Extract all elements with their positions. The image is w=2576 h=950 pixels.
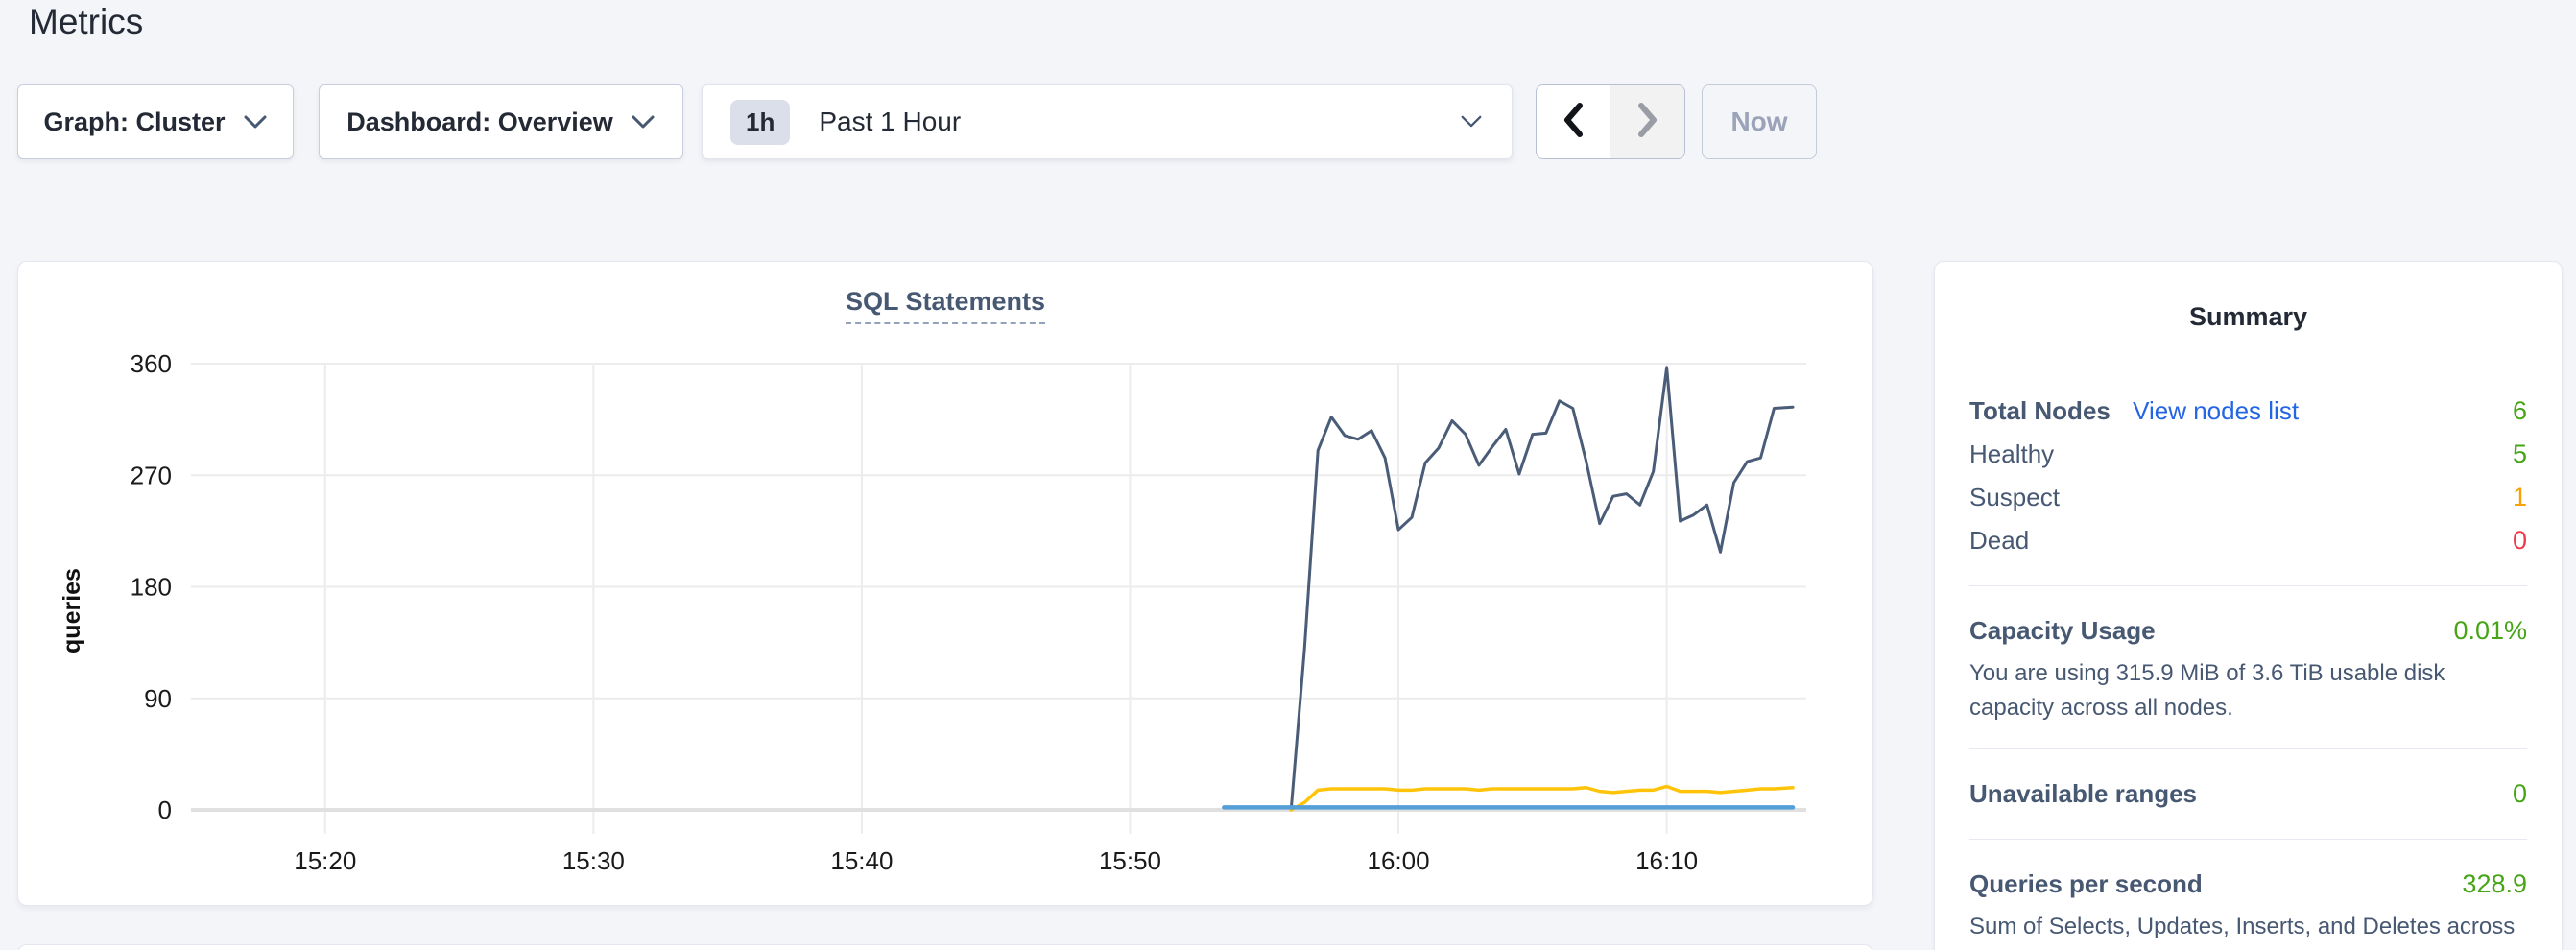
capacity-usage-description: You are using 315.9 MiB of 3.6 TiB usabl… <box>1969 660 2445 721</box>
dead-nodes-row: Dead 0 <box>1969 519 2527 562</box>
shift-backward-button[interactable] <box>1537 85 1610 158</box>
y-tick-label: 180 <box>131 573 172 602</box>
graph-scope-label: Graph: Cluster <box>43 107 226 136</box>
y-tick-label: 0 <box>158 796 172 824</box>
x-tick-label: 15:50 <box>1099 846 1161 875</box>
total-nodes-value: 6 <box>2512 396 2527 425</box>
summary-panel: Summary Total Nodes View nodes list 6 He… <box>1934 261 2563 950</box>
sql-statements-card: SQL Statements 15:20 15:30 15:40 15:50 16:00… <box>17 261 1873 906</box>
chevron-down-icon <box>243 114 268 130</box>
view-nodes-list-link[interactable]: View nodes list <box>2133 396 2300 425</box>
healthy-nodes-row: Healthy 5 <box>1969 433 2527 476</box>
healthy-label: Healthy <box>1969 439 2055 468</box>
queries-per-second-row: Queries per second 328.9 <box>1969 863 2527 906</box>
summary-title: Summary <box>2188 302 2308 331</box>
divider <box>1969 748 2527 749</box>
chevron-right-icon <box>1636 102 1659 142</box>
time-shift-control <box>1536 84 1685 159</box>
time-window-badge: 1h <box>730 99 791 145</box>
chart-title-text[interactable]: SQL Statements <box>845 287 1046 324</box>
next-chart-card <box>17 944 1873 950</box>
sql-statements-chart[interactable]: 15:20 15:30 15:40 15:50 16:00 16:10 0 90 180 270 3… <box>18 262 1872 905</box>
total-nodes-label: Total Nodes <box>1969 396 2111 425</box>
suspect-value: 1 <box>2512 483 2527 511</box>
queries-per-second-label: Queries per second <box>1969 869 2203 898</box>
divider <box>1969 585 2527 586</box>
x-tick-label: 16:00 <box>1368 846 1430 875</box>
dead-label: Dead <box>1969 526 2030 555</box>
x-tick-label: 15:40 <box>830 846 893 875</box>
graph-scope-dropdown[interactable]: Graph: Cluster <box>17 84 294 159</box>
dashboard-label: Dashboard: Overview <box>346 107 613 136</box>
time-window-label: Past 1 Hour <box>819 107 962 136</box>
capacity-usage-value: 0.01% <box>2453 616 2527 645</box>
x-tick-label: 16:10 <box>1635 846 1698 875</box>
capacity-usage-label: Capacity Usage <box>1969 616 2156 645</box>
y-tick-label: 360 <box>131 349 172 378</box>
now-button[interactable]: Now <box>1702 84 1817 159</box>
suspect-nodes-row: Suspect 1 <box>1969 476 2527 519</box>
queries-per-second-value: 328.9 <box>2462 869 2527 898</box>
page-title: Metrics <box>29 2 144 41</box>
dead-value: 0 <box>2512 526 2527 555</box>
shift-forward-button[interactable] <box>1610 85 1684 158</box>
capacity-usage-row: Capacity Usage 0.01% <box>1969 609 2527 653</box>
unavailable-ranges-label: Unavailable ranges <box>1969 779 2197 808</box>
y-tick-label: 90 <box>144 684 172 713</box>
healthy-value: 5 <box>2512 439 2527 468</box>
x-tick-label: 15:30 <box>562 846 625 875</box>
time-window-picker[interactable]: 1h Past 1 Hour <box>702 84 1513 159</box>
chart-line-yellow <box>1289 784 1795 812</box>
suspect-label: Suspect <box>1969 483 2060 511</box>
unavailable-ranges-value: 0 <box>2512 779 2527 808</box>
y-tick-label: 270 <box>131 461 172 489</box>
chevron-left-icon <box>1562 102 1585 142</box>
chevron-down-icon <box>1460 114 1485 130</box>
chevron-down-icon <box>631 114 656 130</box>
chart-line-navy <box>1289 366 1795 812</box>
total-nodes-row: Total Nodes View nodes list 6 <box>1969 390 2527 433</box>
unavailable-ranges-row: Unavailable ranges 0 <box>1969 772 2527 816</box>
chart-title: SQL Statements <box>18 287 1872 324</box>
divider <box>1969 839 2527 840</box>
y-axis-label: queries <box>59 568 85 653</box>
queries-per-second-description: Sum of Selects, Updates, Inserts, and De… <box>1969 914 2516 950</box>
dashboard-dropdown[interactable]: Dashboard: Overview <box>319 84 683 159</box>
x-tick-label: 15:20 <box>294 846 356 875</box>
